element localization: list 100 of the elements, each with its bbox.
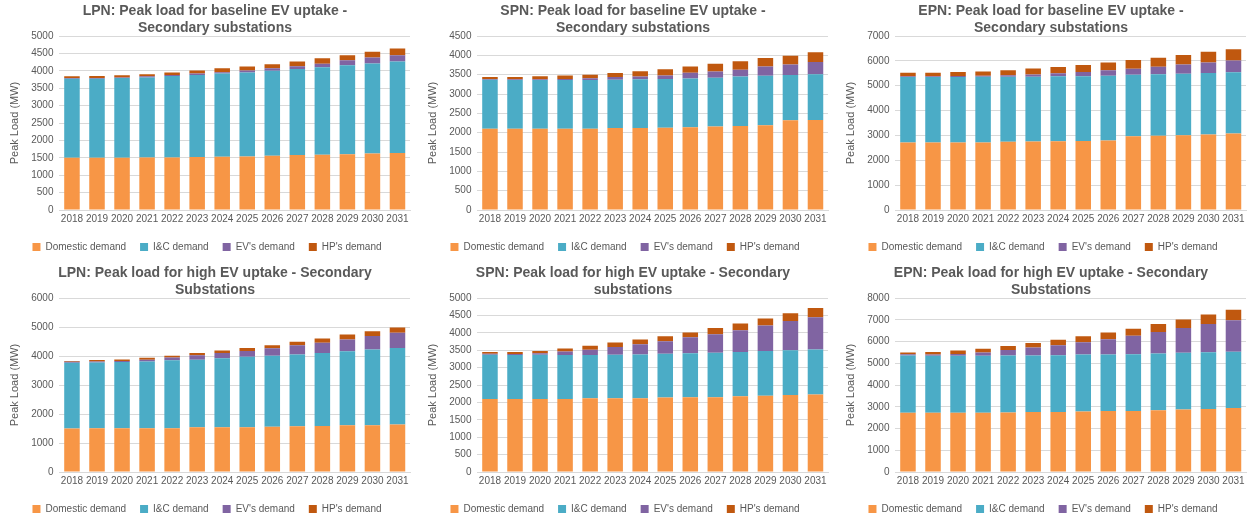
y-tick-label: 4000 (31, 349, 54, 361)
x-tick-label: 2027 (286, 212, 309, 224)
y-tick-label: 5000 (867, 357, 890, 368)
x-tick-label: 2020 (946, 474, 970, 486)
x-tick-label: 2022 (997, 474, 1020, 486)
x-tick-label: 2026 (261, 474, 284, 486)
x-tick-label: 2027 (704, 212, 727, 224)
x-tick-label: 2019 (503, 212, 527, 224)
x-tick-label: 2019 (503, 474, 527, 486)
x-tick-label: 2030 (361, 474, 384, 486)
x-tick-label: 2023 (604, 212, 627, 224)
y-tick-label: 1500 (31, 151, 54, 163)
y-tick-label: 2000 (31, 407, 54, 419)
legend-label: HP's demand (739, 240, 800, 252)
y-tick-label: 4000 (867, 378, 890, 390)
x-tick-label: 2023 (1022, 212, 1045, 224)
y-tick-label: 2500 (449, 378, 472, 390)
y-tick-label: 7000 (867, 313, 890, 325)
legend-label: EV's demand (235, 502, 295, 514)
legend-label: I&C demand (571, 502, 627, 514)
x-tick-label: 2027 (1122, 474, 1145, 486)
y-tick-label: 0 (883, 203, 890, 215)
x-tick-label: 2030 (1197, 474, 1220, 486)
x-tick-label: 2021 (971, 474, 995, 486)
chart-title: EPN: Peak load for baseline EV uptake - Secondary substations (918, 2, 1184, 35)
legend-label: I&C demand (153, 240, 209, 252)
y-tick-label: 3500 (449, 68, 472, 80)
y-tick-label: 6000 (867, 54, 890, 66)
y-tick-label: 5000 (867, 79, 890, 91)
y-tick-label: 0 (883, 465, 890, 477)
x-tick-label: 2031 (386, 474, 410, 486)
legend-label: Domestic demand (881, 240, 963, 252)
legend-label: I&C demand (989, 502, 1045, 514)
x-tick-label: 2029 (754, 474, 777, 486)
x-tick-label: 2023 (186, 212, 209, 224)
y-tick-label: 3000 (31, 99, 54, 111)
chart-title: SPN: Peak load for baseline EV uptake - Secondary substations (500, 2, 766, 35)
x-tick-label: 2018 (896, 212, 920, 224)
y-tick-label: 1500 (449, 413, 472, 425)
legend-label: I&C demand (153, 502, 209, 514)
y-tick-label: 500 (454, 448, 472, 460)
chart-title: SPN: Peak load for high EV uptake - Secondary substations (475, 264, 791, 297)
x-tick-label: 2020 (110, 212, 134, 224)
x-tick-label: 2028 (1147, 474, 1170, 486)
x-tick-label: 2026 (1097, 212, 1120, 224)
y-tick-label: 5000 (31, 29, 54, 41)
x-tick-label: 2027 (1122, 212, 1145, 224)
x-tick-label: 2031 (1222, 474, 1246, 486)
y-axis-title: Peak Load (MW) (843, 343, 856, 427)
x-tick-label: 2027 (704, 474, 727, 486)
x-tick-label: 2021 (135, 212, 159, 224)
y-tick-label: 2000 (867, 422, 890, 434)
x-tick-label: 2020 (528, 212, 552, 224)
y-axis-title: Peak Load (MW) (425, 343, 438, 427)
x-tick-label: 2026 (679, 474, 702, 486)
x-tick-label: 2024 (629, 474, 652, 486)
y-tick-label: 4000 (31, 64, 54, 76)
y-axis-title: Peak Load (MW) (425, 81, 438, 165)
x-tick-label: 2023 (604, 474, 627, 486)
y-tick-label: 3500 (449, 343, 472, 355)
chart-title: LPN: Peak load for high EV uptake - Secondary Substations (58, 264, 372, 297)
x-tick-label: 2019 (85, 212, 109, 224)
y-tick-label: 3000 (867, 129, 890, 141)
legend-label: HP's demand (321, 502, 382, 514)
legend-label: HP's demand (1157, 240, 1218, 252)
y-tick-label: 1000 (449, 165, 472, 177)
y-tick-label: 1500 (449, 145, 472, 157)
x-tick-label: 2030 (779, 212, 802, 224)
x-tick-label: 2021 (553, 474, 577, 486)
y-tick-label: 8000 (867, 291, 890, 303)
x-tick-label: 2019 (921, 212, 945, 224)
legend-label: HP's demand (1157, 502, 1218, 514)
legend-label: Domestic demand (45, 240, 127, 252)
y-axis-title: Peak Load (MW) (843, 81, 856, 165)
y-tick-label: 4000 (449, 326, 472, 338)
legend-label: EV's demand (653, 240, 713, 252)
y-tick-label: 500 (36, 186, 54, 198)
y-tick-label: 3000 (449, 361, 472, 373)
legend-label: EV's demand (235, 240, 295, 252)
y-tick-label: 4000 (867, 104, 890, 116)
x-tick-label: 2028 (1147, 212, 1170, 224)
x-tick-label: 2026 (261, 212, 284, 224)
y-tick-label: 3500 (31, 81, 54, 93)
x-tick-label: 2028 (311, 212, 334, 224)
legend-label: EV's demand (1071, 240, 1131, 252)
x-tick-label: 2025 (654, 212, 677, 224)
y-tick-label: 1000 (867, 178, 890, 190)
y-tick-label: 2500 (31, 116, 54, 128)
x-tick-label: 2022 (579, 212, 602, 224)
y-tick-label: 6000 (867, 335, 890, 347)
y-tick-label: 2500 (449, 107, 472, 119)
x-tick-label: 2028 (729, 212, 752, 224)
x-tick-label: 2024 (1047, 474, 1070, 486)
x-tick-label: 2020 (110, 474, 134, 486)
x-tick-label: 2024 (211, 212, 234, 224)
y-tick-label: 7000 (867, 29, 890, 41)
x-tick-label: 2030 (779, 474, 802, 486)
y-tick-label: 0 (47, 465, 54, 477)
x-tick-label: 2023 (1022, 474, 1045, 486)
y-tick-label: 0 (465, 203, 472, 215)
